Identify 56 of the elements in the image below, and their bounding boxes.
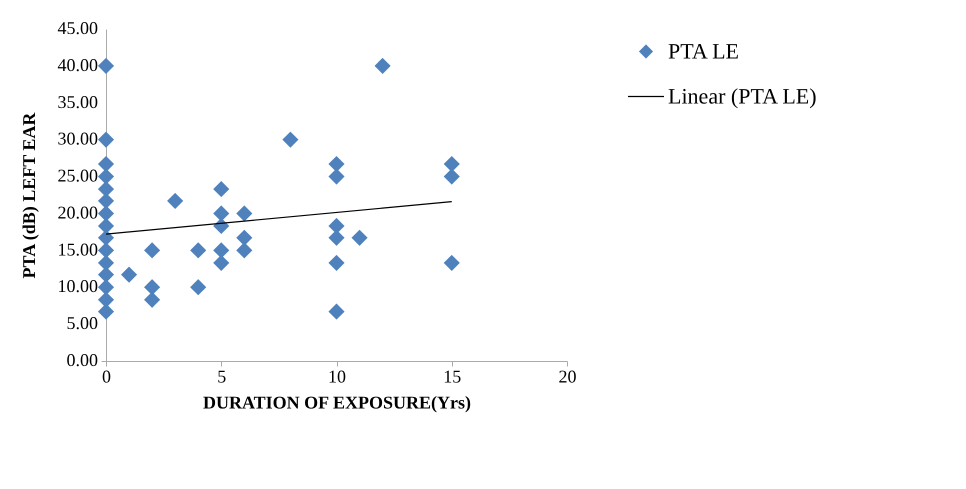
- point: [328, 304, 345, 320]
- point: [444, 156, 460, 172]
- point: [213, 205, 230, 222]
- point: [120, 266, 138, 283]
- point: [98, 156, 114, 172]
- point: [98, 230, 114, 246]
- point: [444, 168, 460, 185]
- x-tick-label: 5: [217, 366, 226, 386]
- point: [236, 230, 252, 246]
- point: [444, 254, 460, 271]
- point: [98, 279, 114, 296]
- point: [98, 292, 114, 308]
- point: [144, 292, 160, 308]
- point: [213, 181, 230, 198]
- y-axis-title: PTA (dB) LEFT EAR: [19, 112, 39, 278]
- point: [328, 168, 345, 185]
- y-tick-label: 35.00: [58, 92, 98, 112]
- point: [98, 58, 114, 74]
- point: [98, 266, 114, 283]
- point: [98, 132, 114, 148]
- y-tick-label: 15.00: [58, 239, 98, 260]
- point: [282, 132, 298, 148]
- point: [328, 254, 345, 271]
- y-tick-label: 20.00: [58, 202, 98, 222]
- y-tick-label: 30.00: [58, 128, 98, 149]
- point: [98, 205, 114, 222]
- y-tick-label: 25.00: [58, 166, 98, 186]
- point: [98, 254, 114, 271]
- point: [236, 242, 252, 258]
- y-tick-label: 45.00: [58, 18, 98, 38]
- point: [98, 242, 114, 258]
- y-tick-label: 40.00: [58, 54, 98, 75]
- point: [213, 254, 230, 271]
- legend-label: Linear (PTA LE): [668, 84, 817, 108]
- legend-label: PTA LE: [668, 38, 739, 64]
- point: [374, 58, 391, 74]
- x-tick-label: 15: [443, 366, 462, 386]
- x-tick-label: 10: [328, 366, 346, 386]
- point: [328, 156, 345, 172]
- point: [190, 242, 206, 258]
- x-tick-label: 0: [102, 366, 111, 386]
- point: [351, 230, 368, 246]
- x-axis-title: DURATION OF EXPOSURE(Yrs): [203, 392, 471, 412]
- point: [236, 205, 252, 222]
- point: [213, 242, 230, 258]
- y-tick-label: 5.00: [66, 313, 98, 334]
- point: [328, 230, 345, 246]
- point: [190, 279, 206, 296]
- point: [98, 168, 114, 185]
- point: [144, 279, 160, 296]
- point: [167, 192, 184, 209]
- point: [144, 242, 160, 258]
- y-tick-label: 0.00: [66, 350, 98, 370]
- y-tick-label: 10.00: [58, 276, 98, 296]
- x-tick-label: 20: [558, 366, 576, 386]
- point: [98, 304, 114, 320]
